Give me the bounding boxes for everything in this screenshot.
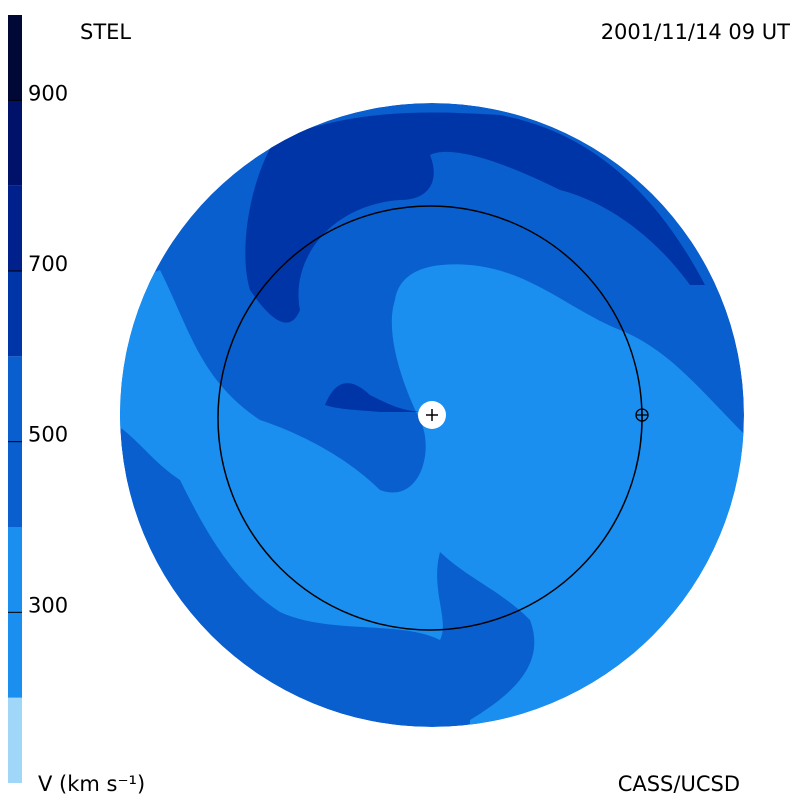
map-region: [325, 383, 420, 412]
credit: CASS/UCSD: [618, 772, 740, 796]
colorbar: 300 500 700 900: [8, 15, 68, 783]
map-region: [245, 112, 705, 323]
title-left: STEL: [80, 20, 131, 44]
earth-cross: [636, 409, 648, 421]
velocity-map: [120, 103, 744, 727]
colorbar-band: [8, 185, 22, 271]
colorbar-tick-label: 700: [28, 252, 68, 276]
sun-cross: [426, 409, 438, 421]
colorbar-band: [8, 271, 22, 357]
colorbar-tick-label: 300: [28, 593, 68, 617]
colorbar-band: [8, 100, 22, 186]
colorbar-label: V (km s⁻¹): [38, 772, 145, 796]
timestamp: 2001/11/14 09 UT: [601, 20, 790, 44]
colorbar-band: [8, 15, 22, 101]
colorbar-band: [8, 697, 22, 783]
colorbar-tick-label: 900: [28, 81, 68, 105]
map-region: [120, 264, 744, 727]
colorbar-tick-label: 500: [28, 423, 68, 447]
